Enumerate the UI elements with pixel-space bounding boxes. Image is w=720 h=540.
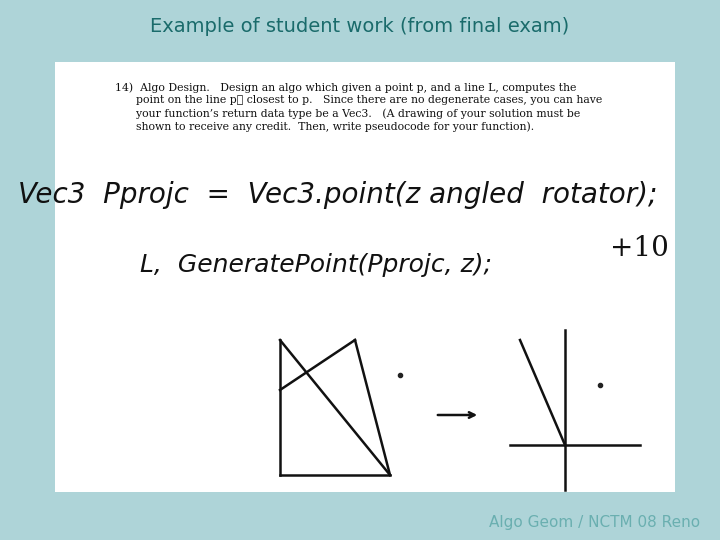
Text: your function’s return data type be a Vec3.   (A drawing of your solution must b: your function’s return data type be a Ve…: [115, 108, 580, 119]
Text: shown to receive any credit.  Then, write pseudocode for your function).: shown to receive any credit. Then, write…: [115, 121, 534, 132]
Text: L,  GeneratePoint(Pprojc, z);: L, GeneratePoint(Pprojc, z);: [140, 253, 492, 277]
Text: Example of student work (from final exam): Example of student work (from final exam…: [150, 17, 570, 37]
Text: point on the line p႙ closest to p.   Since there are no degenerate cases, you ca: point on the line p႙ closest to p. Since…: [115, 95, 602, 105]
Bar: [55, 62, 675, 492]
Text: Algo Geom / NCTM 08 Reno: Algo Geom / NCTM 08 Reno: [489, 515, 700, 530]
Text: 14)  Algo Design.   Design an algo which given a point p, and a line L, computes: 14) Algo Design. Design an algo which gi…: [115, 82, 577, 92]
Text: Vec3  Pprojc  =  Vec3.point(z angled  rotator);: Vec3 Pprojc = Vec3.point(z angled rotato…: [18, 181, 657, 209]
Text: +10: +10: [610, 234, 669, 261]
